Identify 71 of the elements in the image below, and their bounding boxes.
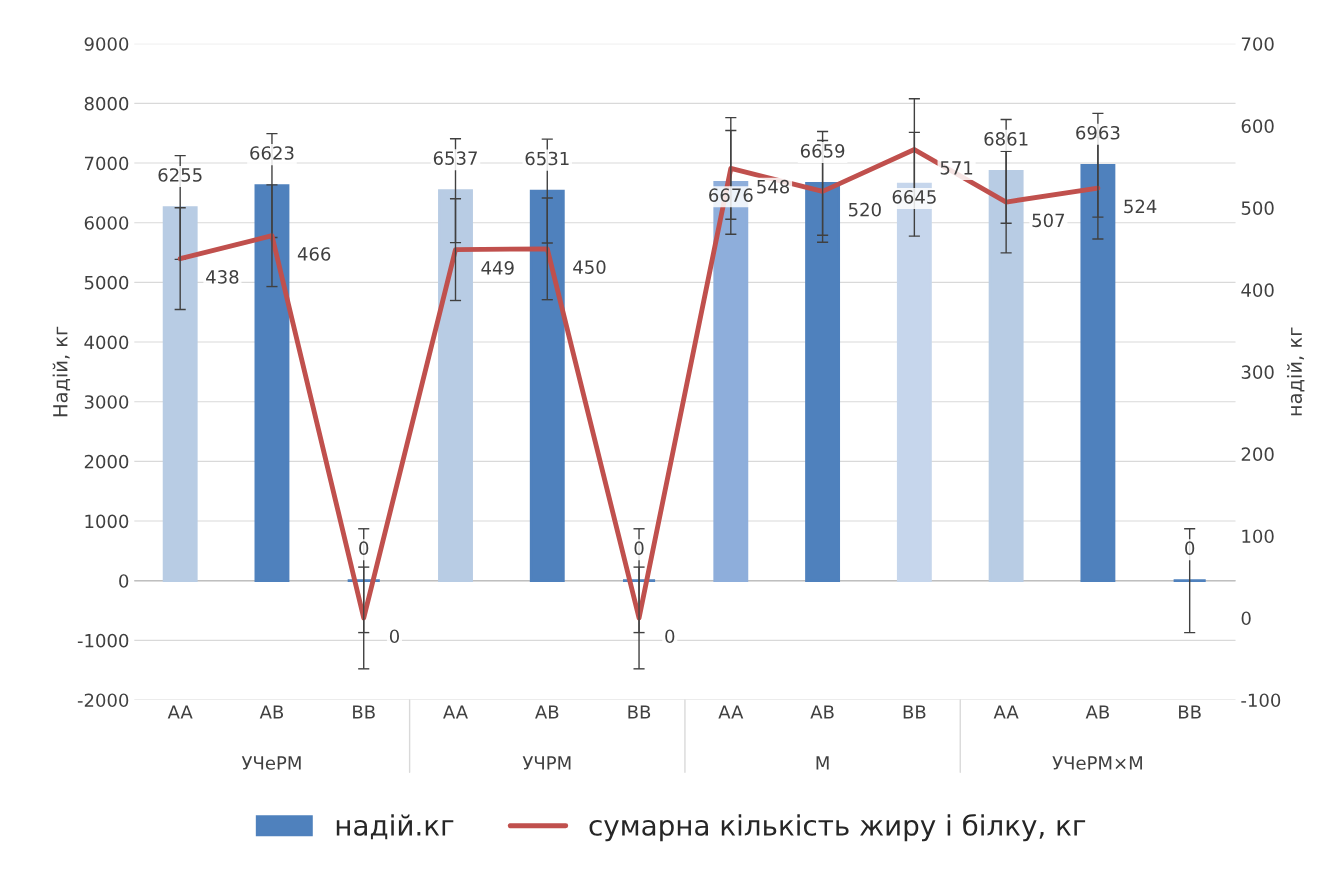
text: УЧеРМ×М bbox=[1052, 756, 1142, 770]
data-label: 6645 bbox=[892, 190, 936, 204]
y-tick-label: -1000 bbox=[77, 633, 129, 648]
data-label: 524 bbox=[1124, 199, 1157, 214]
y2-tick-label: 300 bbox=[1241, 365, 1274, 379]
y2-tick-label: 200 bbox=[1241, 447, 1274, 462]
y-axis-title: Надій, кг bbox=[52, 326, 71, 417]
x-tick-label: AB bbox=[810, 705, 834, 719]
y-tick-label: -2000 bbox=[77, 693, 129, 708]
data-label: 449 bbox=[481, 261, 514, 275]
bar bbox=[529, 189, 565, 583]
data-label: 0 bbox=[1185, 541, 1195, 555]
bar bbox=[1080, 163, 1116, 583]
data-label: 6531 bbox=[525, 151, 569, 166]
x-tick-label: BB bbox=[353, 705, 375, 719]
y2-tick-label: 100 bbox=[1242, 529, 1274, 544]
legend-label: надій.кг bbox=[336, 814, 454, 840]
bar bbox=[162, 206, 198, 583]
y-tick-label: 3000 bbox=[84, 395, 129, 409]
y-tick-label: 2000 bbox=[84, 454, 129, 469]
data-label: 0 bbox=[359, 541, 369, 555]
data-label: 507 bbox=[1032, 213, 1065, 228]
data-label: 548 bbox=[757, 179, 790, 194]
y-tick-label: 0 bbox=[119, 574, 129, 588]
y2-tick-label: 600 bbox=[1241, 119, 1274, 133]
y2-tick-label: 400 bbox=[1241, 283, 1274, 297]
x-tick-label: AB bbox=[535, 705, 559, 719]
bar bbox=[438, 189, 473, 583]
y-tick-label: 9000 bbox=[84, 37, 129, 51]
y2-axis-title: надій, кг bbox=[1286, 327, 1305, 416]
data-label: 571 bbox=[940, 161, 973, 175]
data-label: 0 bbox=[389, 629, 400, 644]
y-tick-label: 6000 bbox=[84, 216, 129, 230]
x-tick-label: BB bbox=[1179, 705, 1201, 719]
x-tick-label: AB bbox=[259, 705, 284, 719]
legend-label: сумарна кількість жиру і білку, кг bbox=[589, 813, 1086, 842]
bar bbox=[254, 184, 290, 583]
data-label: 466 bbox=[297, 247, 331, 261]
data-label: 6255 bbox=[158, 168, 202, 182]
bar bbox=[988, 169, 1024, 583]
data-label: 6537 bbox=[433, 151, 477, 165]
bar bbox=[805, 182, 841, 583]
y-tick-label: 8000 bbox=[84, 96, 129, 111]
x-tick-label: BB bbox=[903, 705, 926, 719]
text: УЧеРМ bbox=[241, 756, 301, 770]
data-label: 6963 bbox=[1076, 125, 1120, 140]
x-tick-label: AB bbox=[1085, 705, 1109, 719]
data-label: 0 bbox=[665, 629, 675, 644]
x-tick-label: AA bbox=[718, 705, 744, 719]
x-tick-label: AA bbox=[993, 705, 1019, 719]
data-label: 450 bbox=[573, 260, 606, 274]
data-label: 6623 bbox=[250, 146, 294, 160]
data-label: 6676 bbox=[709, 188, 753, 202]
data-label: 520 bbox=[848, 202, 881, 217]
text: УЧРМ bbox=[522, 756, 571, 770]
y2-tick-label: 500 bbox=[1241, 201, 1274, 215]
data-label: 6861 bbox=[984, 131, 1028, 146]
text: М bbox=[816, 756, 829, 770]
y-tick-label: 4000 bbox=[84, 335, 129, 350]
y-tick-label: 1000 bbox=[85, 514, 129, 529]
data-label: 438 bbox=[206, 270, 239, 284]
y-tick-label: 7000 bbox=[84, 156, 129, 171]
x-tick-label: AA bbox=[443, 705, 468, 719]
y2-tick-label: -100 bbox=[1241, 693, 1281, 708]
data-label: 6659 bbox=[800, 144, 845, 158]
y-tick-label: 5000 bbox=[84, 275, 129, 290]
data-label: 0 bbox=[634, 541, 644, 555]
x-tick-label: BB bbox=[628, 705, 651, 719]
x-tick-label: AA bbox=[167, 705, 193, 719]
y2-tick-label: 700 bbox=[1241, 37, 1274, 51]
y2-tick-label: 0 bbox=[1241, 611, 1251, 626]
